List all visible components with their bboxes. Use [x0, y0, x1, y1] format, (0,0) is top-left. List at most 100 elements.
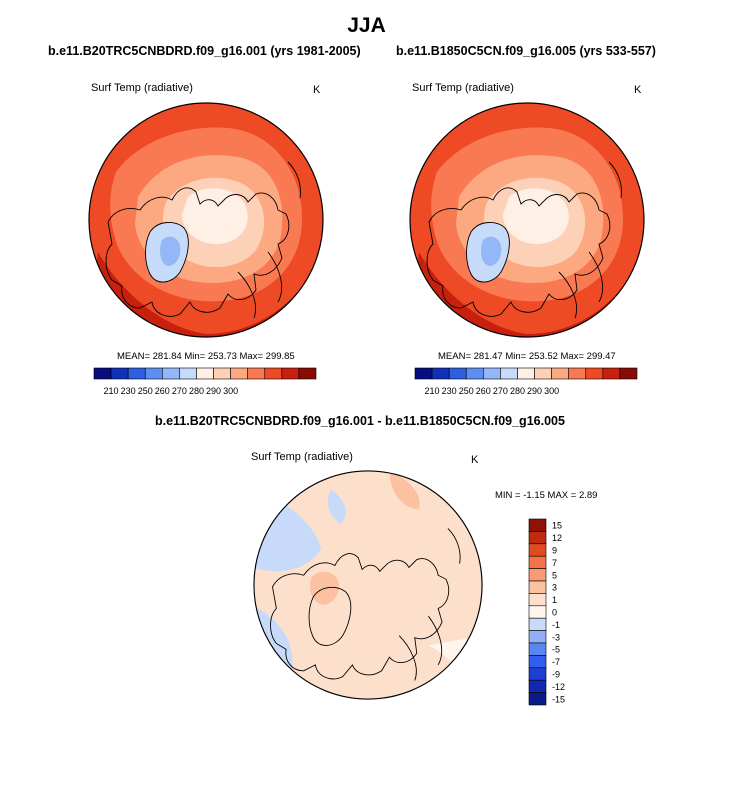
colorbar-box	[162, 367, 180, 380]
field-warm-siberia	[389, 470, 420, 509]
panel3-title: b.e11.B20TRC5CNBDRD.f09_g16.001 - b.e11.…	[155, 414, 565, 428]
panel1-title: b.e11.B20TRC5CNBDRD.f09_g16.001 (yrs 198…	[48, 44, 361, 58]
colorbar-box	[281, 367, 300, 380]
map-border	[253, 470, 483, 700]
field-subtropics	[89, 252, 323, 337]
colorbar-tick-label: 9	[552, 546, 557, 556]
colorbar-tick-label: 250	[138, 386, 153, 396]
figure-title: JJA	[347, 14, 386, 37]
colorbar-box	[528, 642, 547, 656]
colorbar-tick-label: 260	[476, 386, 491, 396]
colorbar-tick-label: 260	[155, 386, 170, 396]
colorbar-tick-label: 300	[544, 386, 559, 396]
colorbar-box	[528, 692, 547, 706]
greenland-coast	[145, 222, 189, 283]
colorbar-tick-label: 210	[425, 386, 440, 396]
colorbar-tick-label: 1	[552, 595, 557, 605]
colorbar-tick-label: 210	[104, 386, 119, 396]
colorbar-tick-label: 280	[510, 386, 525, 396]
map-border	[88, 102, 324, 338]
panel1-polar-map	[88, 102, 324, 338]
colorbar-box	[528, 655, 547, 669]
coastline-detail	[558, 161, 622, 319]
colorbar-tick-label: -12	[552, 682, 565, 692]
coastline	[105, 187, 290, 317]
colorbar-tick-label: 15	[552, 521, 562, 531]
colorbar-box	[247, 367, 266, 380]
colorbar-tick-label: 280	[189, 386, 204, 396]
colorbar-box	[528, 617, 547, 631]
colorbar-tick-label: 290	[206, 386, 221, 396]
coastline-detail	[237, 161, 301, 319]
colorbar-box	[213, 367, 231, 380]
colorbar-box	[179, 367, 197, 380]
panel3-units-label: K	[471, 454, 479, 466]
colorbar-box	[448, 367, 467, 380]
map-border	[409, 102, 645, 338]
colorbar-box	[500, 367, 518, 380]
panel2-variable-label: Surf Temp (radiative)	[412, 82, 514, 94]
colorbar-tick-label: -15	[552, 694, 565, 704]
colorbar-tick-label: 290	[527, 386, 542, 396]
colorbar-tick-label: 12	[552, 533, 562, 543]
colorbar-tick-label: 270	[493, 386, 508, 396]
colorbar-box	[230, 367, 248, 380]
colorbar-box	[517, 367, 535, 380]
colorbar-box	[196, 367, 214, 380]
colorbar-box	[465, 367, 484, 380]
colorbar-tick-label: -9	[552, 670, 560, 680]
colorbar-tick-label: 250	[459, 386, 474, 396]
colorbar-tick-label: 300	[223, 386, 238, 396]
colorbar-tick-label: -1	[552, 620, 560, 630]
colorbar-box	[528, 555, 547, 569]
colorbar-box	[528, 518, 547, 532]
colorbar-tick-label: 230	[121, 386, 136, 396]
colorbar-box	[534, 367, 552, 380]
colorbar-box	[483, 367, 501, 380]
panel2-title: b.e11.B1850C5CN.f09_g16.005 (yrs 533-557…	[396, 44, 656, 58]
colorbar-box	[144, 367, 163, 380]
colorbar-box	[568, 367, 587, 380]
colorbar-tick-label: 270	[172, 386, 187, 396]
colorbar-box	[585, 367, 604, 380]
colorbar-box	[602, 367, 621, 380]
colorbar-box	[551, 367, 569, 380]
colorbar-box	[528, 667, 547, 681]
colorbar-box	[528, 531, 547, 545]
greenland-coast	[308, 586, 352, 646]
colorbar-tick-label: -7	[552, 657, 560, 667]
panel3-colorbar: 15 12 9 7 5 3 1 0 -1 -3 -5 -7 -9 -12 -15	[528, 518, 565, 706]
greenland-coast	[466, 222, 510, 283]
panel3-stats: MIN = -1.15 MAX = 2.89	[495, 490, 598, 501]
colorbar-box	[528, 593, 547, 607]
colorbar-box	[528, 568, 547, 582]
colorbar-box	[619, 367, 638, 380]
panel2-units-label: K	[634, 84, 642, 96]
panel2-polar-map	[409, 102, 645, 338]
field-subtropics	[410, 252, 644, 337]
colorbar-tick-label: 3	[552, 583, 557, 593]
panel2-stats: MEAN= 281.47 Min= 253.52 Max= 299.47	[438, 351, 616, 362]
colorbar-tick-label: 7	[552, 558, 557, 568]
colorbar-tick-label: -5	[552, 645, 560, 655]
field-pole	[503, 188, 569, 244]
colorbar-box	[528, 605, 547, 619]
colorbar-box	[298, 367, 317, 380]
colorbar-box	[264, 367, 283, 380]
colorbar-box	[414, 367, 433, 380]
coastline-detail	[398, 528, 461, 681]
colorbar-tick-label: 230	[442, 386, 457, 396]
field-greenland-summit	[160, 236, 181, 266]
field-pole	[182, 188, 248, 244]
colorbar-box	[110, 367, 129, 380]
colorbar-box	[528, 580, 547, 594]
panel3-difference-polar-map	[253, 470, 483, 700]
field-greenland-summit	[481, 236, 502, 266]
colorbar-box	[528, 630, 547, 644]
panel2-colorbar: 210 230 250 260 270 280 290 300	[414, 367, 638, 396]
colorbar-box	[528, 679, 547, 693]
field-cooling-north	[327, 489, 346, 524]
coastline	[270, 553, 450, 680]
colorbar-box	[127, 367, 146, 380]
coastline	[426, 187, 611, 317]
